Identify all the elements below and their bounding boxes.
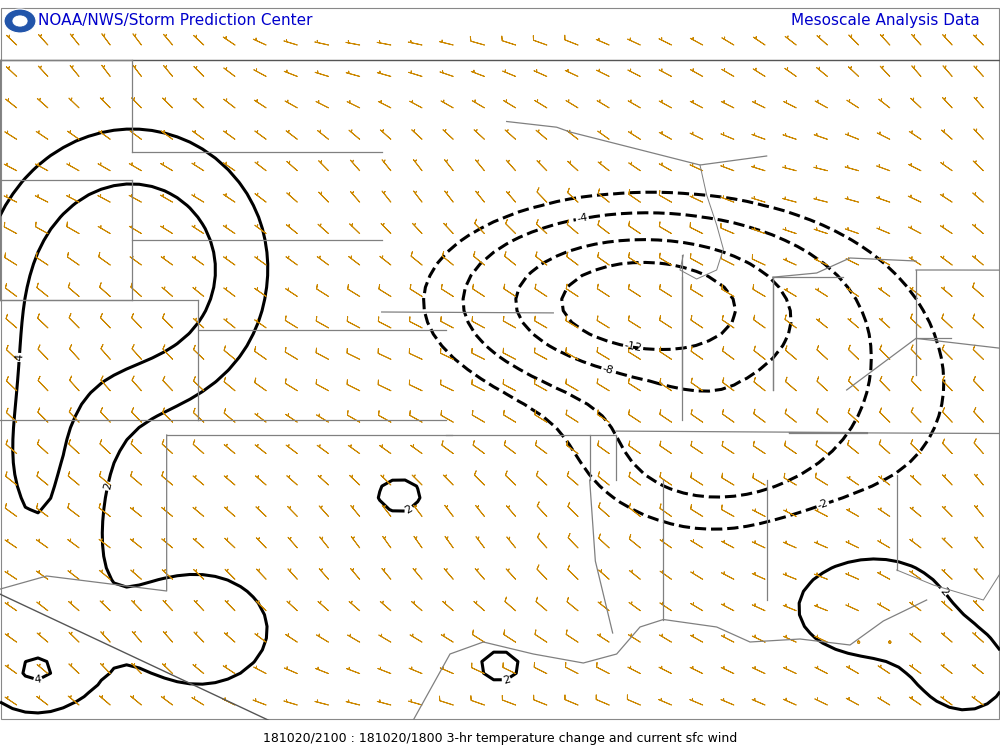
Text: 4: 4 [34,674,42,685]
Text: -8: -8 [601,363,614,376]
Text: -4: -4 [576,212,589,224]
Text: 2: 2 [102,482,113,490]
Text: 2: 2 [501,674,511,686]
Text: -2: -2 [816,498,830,512]
Text: 2: 2 [938,586,950,597]
Text: Mesoscale Analysis Data: Mesoscale Analysis Data [791,13,980,28]
Text: 181020/2100 : 181020/1800 3-hr temperature change and current sfc wind: 181020/2100 : 181020/1800 3-hr temperatu… [263,732,737,746]
Text: -12: -12 [623,340,643,354]
Text: NOAA/NWS/Storm Prediction Center: NOAA/NWS/Storm Prediction Center [38,13,312,28]
Text: 2: 2 [403,503,414,515]
Text: 4: 4 [14,353,25,362]
